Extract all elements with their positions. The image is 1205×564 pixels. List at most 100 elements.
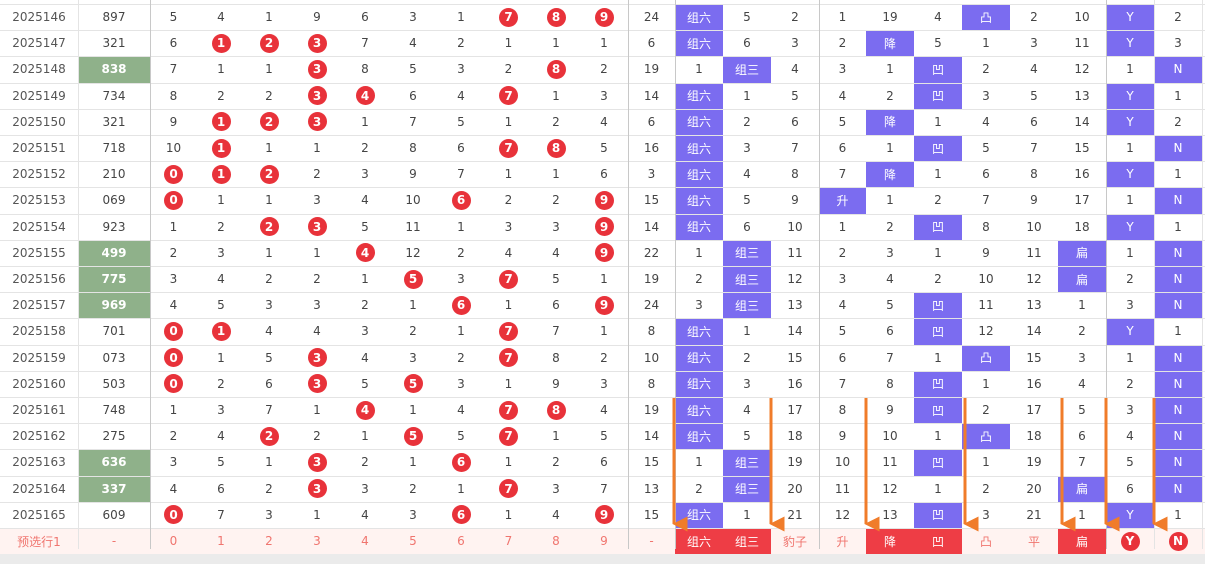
- cell-text: 2025152: [12, 167, 66, 182]
- cell-text: 8: [647, 324, 656, 339]
- pick-digit-5[interactable]: 5: [389, 528, 437, 554]
- digit-9-cell: 9: [580, 4, 628, 30]
- shape-trend-cell: 14: [1058, 109, 1106, 135]
- row-divider: [0, 239, 1205, 241]
- pick-digit-2[interactable]: 2: [245, 528, 293, 554]
- cell-text: N: [1173, 350, 1183, 365]
- digit-8-cell: 5: [532, 266, 580, 292]
- pick-digit-3[interactable]: 3: [293, 528, 341, 554]
- cell-text: 15: [1074, 141, 1090, 156]
- pick-no[interactable]: N: [1154, 528, 1202, 554]
- cell-text: 17: [1026, 403, 1042, 418]
- shape-trend-cell: 19: [1010, 449, 1058, 475]
- pick-trend-3[interactable]: 凸: [962, 528, 1010, 554]
- cell-text: 1: [1174, 507, 1182, 522]
- digit-3-cell: 1: [293, 502, 341, 528]
- yes-cell: 1: [1106, 345, 1154, 371]
- group6-cell: 组六: [675, 423, 723, 450]
- cell-text: 6: [838, 141, 847, 156]
- cell-text: 13: [1074, 88, 1090, 103]
- digit-9-cell: 9: [580, 214, 628, 240]
- digit-9-cell: 5: [580, 135, 628, 161]
- pick-trend-5[interactable]: 扁: [1058, 528, 1106, 554]
- cell-text: 10: [643, 350, 660, 365]
- pick-digit-1[interactable]: 1: [197, 528, 245, 554]
- pick-digit-4[interactable]: 4: [341, 528, 389, 554]
- pick-trend-4[interactable]: 平: [1010, 528, 1058, 554]
- cell-text: 组六: [686, 377, 711, 392]
- cell-text: 1: [265, 141, 273, 156]
- digit-9-cell: 2: [580, 345, 628, 371]
- pick-digit-7[interactable]: 7: [485, 528, 532, 554]
- cell-text: 8: [361, 62, 369, 77]
- digit-8-cell: 4: [532, 502, 580, 528]
- shape-trend-cell: 6: [819, 345, 866, 371]
- digit-3-cell: 1: [293, 240, 341, 266]
- pick-trend-2[interactable]: 凹: [914, 528, 962, 554]
- yes-cell: 2: [1106, 266, 1154, 292]
- yes-cell: 4: [1106, 423, 1154, 449]
- shape-trend-cell: 凸: [962, 4, 1010, 31]
- pick-shape-1[interactable]: 组三: [723, 528, 771, 554]
- shape-trend-cell: 6: [1010, 109, 1058, 135]
- digit-6-cell: 2: [437, 240, 485, 266]
- column-divider: [1106, 0, 1107, 549]
- cell-text: 5: [457, 114, 465, 129]
- cell-text: 9: [838, 429, 847, 444]
- cell-text: 16: [1074, 167, 1090, 182]
- leopard-cell: 3: [771, 30, 819, 56]
- shape-trend-cell: 5: [819, 318, 866, 344]
- draw-number-cell: 321: [78, 109, 150, 135]
- cell-text: 组六: [686, 508, 711, 523]
- cell-text: 降: [883, 36, 896, 51]
- cell-text: 3: [409, 350, 417, 365]
- pick-shape-0[interactable]: 组六: [675, 528, 723, 554]
- digit-4-cell: 2: [341, 449, 389, 475]
- cell-text: 2: [1174, 10, 1182, 25]
- group3-cell: 2: [723, 109, 771, 135]
- pick-yes[interactable]: Y: [1106, 528, 1154, 554]
- hit-ball: 2: [259, 33, 279, 53]
- no-cell: N: [1154, 475, 1202, 502]
- shape-trend-cell: 3: [1058, 345, 1106, 371]
- group6-cell: 3: [675, 292, 723, 318]
- digit-6-cell: 1: [437, 214, 485, 240]
- hit-ball: 7: [499, 269, 518, 289]
- cell-text: 1: [457, 219, 465, 234]
- pick-digit-6[interactable]: 6: [437, 528, 485, 554]
- cell-text: 5: [217, 298, 225, 313]
- cell-text: 4: [886, 272, 894, 287]
- pick-trend-0[interactable]: 升: [819, 528, 866, 554]
- cell-text: 2025160: [12, 376, 66, 391]
- shape-trend-cell: 降: [866, 30, 914, 57]
- pick-trend-1[interactable]: 降: [866, 528, 914, 554]
- span-cell: 8: [628, 371, 675, 397]
- digit-5-cell: 5: [389, 423, 437, 449]
- digit-2-cell: 1: [245, 187, 293, 213]
- pick-shape-2[interactable]: 豹子: [771, 528, 819, 554]
- pick-digit-0[interactable]: 0: [150, 528, 197, 554]
- group6-cell: 组六: [675, 187, 723, 214]
- cell-text: 1: [838, 219, 847, 234]
- pick-digit-8[interactable]: 8: [532, 528, 580, 554]
- shape-trend-cell: 2: [962, 476, 1010, 502]
- group6-cell: 组六: [675, 135, 723, 162]
- cell-text: 2: [1126, 376, 1134, 391]
- cell-text: 2: [886, 88, 894, 103]
- hit-ball: 0: [164, 505, 183, 525]
- cell-text: 6: [600, 455, 608, 470]
- draw-number-cell: 969: [78, 292, 150, 319]
- cell-text: 4: [1030, 62, 1038, 77]
- cell-text: 748: [102, 403, 126, 418]
- digit-5-cell: 5: [389, 56, 437, 82]
- cell-text: 6: [647, 36, 656, 51]
- group3-cell: 5: [723, 423, 771, 449]
- cell-text: 1: [504, 376, 513, 391]
- issue-cell: 2025146: [0, 4, 78, 30]
- digit-1-cell: 6: [197, 476, 245, 502]
- cell-text: 6: [457, 141, 465, 156]
- digit-9-cell: 5: [580, 423, 628, 449]
- cell-text: 1: [217, 193, 225, 208]
- pick-digit-9[interactable]: 9: [580, 528, 628, 554]
- cell-text: 预选行1: [17, 534, 61, 549]
